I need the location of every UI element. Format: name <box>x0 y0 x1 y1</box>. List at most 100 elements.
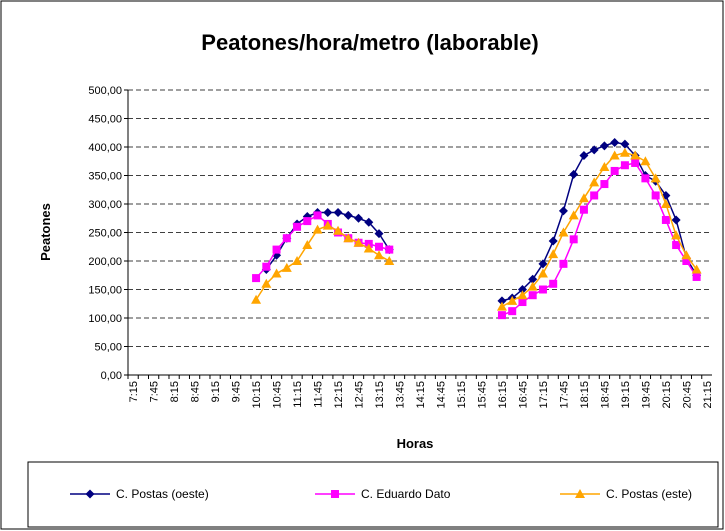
data-point <box>302 240 313 250</box>
data-point <box>375 242 384 251</box>
data-point <box>579 205 588 214</box>
data-point <box>578 193 589 203</box>
data-point <box>497 296 507 306</box>
data-point <box>496 301 507 311</box>
data-point <box>528 274 538 284</box>
data-point <box>589 177 600 187</box>
data-point <box>558 206 568 216</box>
data-point <box>599 161 610 171</box>
x-tick-label: 11:15 <box>292 381 304 408</box>
x-tick-label: 19:15 <box>620 381 632 409</box>
data-point <box>528 291 537 300</box>
data-point <box>497 311 506 320</box>
data-point <box>333 225 344 235</box>
legend-marker <box>575 489 585 498</box>
x-tick-label: 9:15 <box>210 381 222 402</box>
data-point <box>671 215 681 225</box>
x-tick-label: 8:45 <box>190 381 202 402</box>
x-tick-label: 12:15 <box>333 381 345 409</box>
data-point <box>538 285 547 294</box>
data-point <box>579 151 589 161</box>
x-tick-label: 12:45 <box>354 381 366 409</box>
x-tick-label: 15:15 <box>456 381 468 409</box>
data-point <box>589 145 599 155</box>
x-tick-label: 13:45 <box>395 381 407 409</box>
y-axis-label: Peatones <box>38 203 53 261</box>
data-point <box>252 274 261 283</box>
y-tick-label: 100,00 <box>88 313 122 325</box>
data-point <box>549 279 558 288</box>
data-point <box>548 236 558 246</box>
data-point <box>631 158 640 167</box>
y-tick-label: 500,00 <box>88 85 122 97</box>
x-tick-label: 18:15 <box>579 381 591 409</box>
y-tick-label: 350,00 <box>88 171 122 183</box>
data-point <box>641 174 650 183</box>
data-point <box>619 147 630 157</box>
data-point <box>599 141 609 151</box>
data-point <box>620 139 630 149</box>
data-point <box>569 235 578 244</box>
x-tick-label: 10:15 <box>251 381 263 409</box>
x-tick-label: 8:15 <box>169 381 181 402</box>
legend-label: C. Eduardo Dato <box>361 487 451 501</box>
data-point <box>517 290 528 300</box>
data-point <box>507 295 518 305</box>
y-tick-label: 0,00 <box>101 370 122 382</box>
data-point <box>364 217 374 227</box>
x-tick-label: 20:15 <box>661 381 673 409</box>
data-point <box>262 262 271 271</box>
data-point <box>374 229 384 239</box>
x-tick-label: 13:15 <box>374 381 386 409</box>
data-point <box>333 208 343 218</box>
data-point <box>282 234 291 243</box>
data-point <box>343 210 353 220</box>
x-tick-label: 17:15 <box>538 381 550 409</box>
legend-marker <box>85 489 95 499</box>
data-point <box>559 259 568 268</box>
x-tick-label: 11:45 <box>313 381 325 408</box>
data-point <box>272 245 281 254</box>
x-tick-label: 17:45 <box>558 381 570 409</box>
data-point <box>630 150 641 160</box>
data-point <box>323 208 333 218</box>
data-point <box>508 307 517 316</box>
x-tick-label: 14:45 <box>435 381 447 409</box>
x-tick-label: 9:45 <box>231 381 243 402</box>
data-point <box>609 150 620 160</box>
data-point <box>537 268 548 278</box>
y-tick-label: 400,00 <box>88 142 122 154</box>
data-point <box>303 217 312 226</box>
x-tick-label: 16:15 <box>497 381 509 409</box>
data-point <box>640 156 651 166</box>
data-point <box>672 241 681 250</box>
x-tick-label: 19:45 <box>640 381 652 409</box>
x-tick-label: 15:45 <box>476 381 488 409</box>
data-point <box>692 272 701 281</box>
data-point <box>682 257 691 265</box>
x-tick-label: 10:45 <box>272 381 284 409</box>
data-point <box>590 191 599 200</box>
data-point <box>322 220 333 230</box>
y-tick-label: 250,00 <box>88 228 122 240</box>
y-tick-label: 300,00 <box>88 199 122 211</box>
data-point <box>610 137 620 147</box>
data-point <box>558 227 569 237</box>
y-tick-label: 150,00 <box>88 285 122 297</box>
data-point <box>548 249 559 259</box>
legend-box <box>27 461 719 528</box>
data-point <box>293 222 302 231</box>
data-point <box>313 211 322 220</box>
data-point <box>681 250 692 260</box>
data-point <box>660 199 671 208</box>
data-point <box>312 224 323 234</box>
legend-marker <box>331 490 339 498</box>
x-tick-label: 21:15 <box>702 381 714 409</box>
x-tick-label: 18:45 <box>599 381 611 409</box>
data-point <box>651 191 660 200</box>
y-tick-label: 50,00 <box>94 342 122 354</box>
data-point <box>671 230 682 240</box>
x-axis-label: Horas <box>397 436 434 451</box>
x-tick-label: 7:15 <box>128 381 140 402</box>
